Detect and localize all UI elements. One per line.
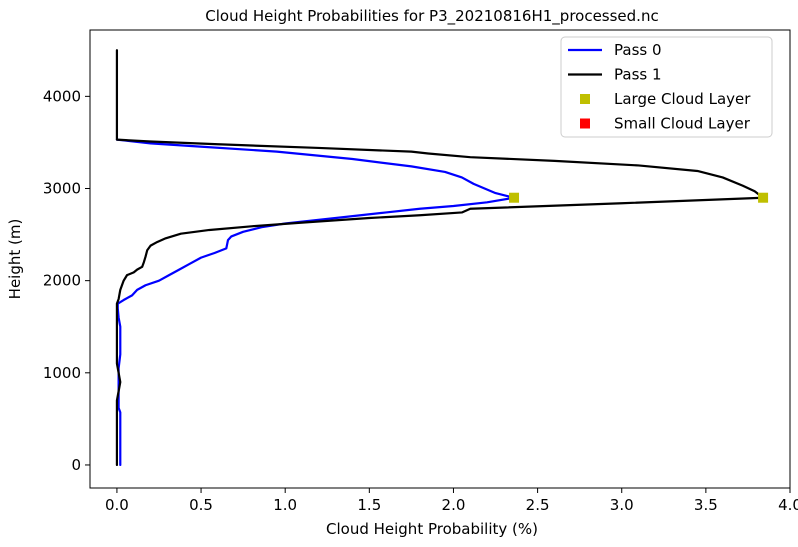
legend-swatch-small-cloud-layer xyxy=(580,119,590,129)
y-tick-label: 3000 xyxy=(43,180,81,198)
chart-title: Cloud Height Probabilities for P3_202108… xyxy=(205,7,658,26)
legend-swatch-large-cloud-layer xyxy=(580,94,590,104)
x-tick-label: 0.0 xyxy=(105,496,129,514)
x-axis-ticks: 0.0 0.5 1.0 1.5 2.0 2.5 3.0 3.5 4.0 xyxy=(105,488,798,514)
large-cloud-layer-marker xyxy=(509,193,519,203)
large-cloud-layer-marker xyxy=(758,193,768,203)
legend: Pass 0 Pass 1 Large Cloud Layer Small Cloud… xyxy=(561,37,772,137)
x-tick-label: 3.0 xyxy=(610,496,634,514)
y-axis-ticks: 0 1000 2000 3000 4000 xyxy=(43,87,90,474)
y-tick-label: 2000 xyxy=(43,272,81,290)
legend-label-pass-1: Pass 1 xyxy=(614,66,662,84)
x-tick-label: 2.0 xyxy=(442,496,466,514)
y-tick-label: 1000 xyxy=(43,364,81,382)
legend-label-small-cloud-layer: Small Cloud Layer xyxy=(614,115,751,133)
x-axis-label: Cloud Height Probability (%) xyxy=(326,520,538,538)
x-tick-label: 1.0 xyxy=(273,496,297,514)
y-tick-label: 4000 xyxy=(43,87,81,105)
x-tick-label: 0.5 xyxy=(189,496,213,514)
x-tick-label: 1.5 xyxy=(357,496,381,514)
series-line-pass-0 xyxy=(117,140,514,465)
x-tick-label: 3.5 xyxy=(694,496,718,514)
x-tick-label: 4.0 xyxy=(778,496,798,514)
marker-layer xyxy=(509,193,768,203)
x-tick-label: 2.5 xyxy=(526,496,550,514)
legend-label-large-cloud-layer: Large Cloud Layer xyxy=(614,90,751,108)
y-tick-label: 0 xyxy=(71,456,81,474)
y-axis-label: Height (m) xyxy=(6,219,24,300)
legend-label-pass-0: Pass 0 xyxy=(614,41,662,59)
